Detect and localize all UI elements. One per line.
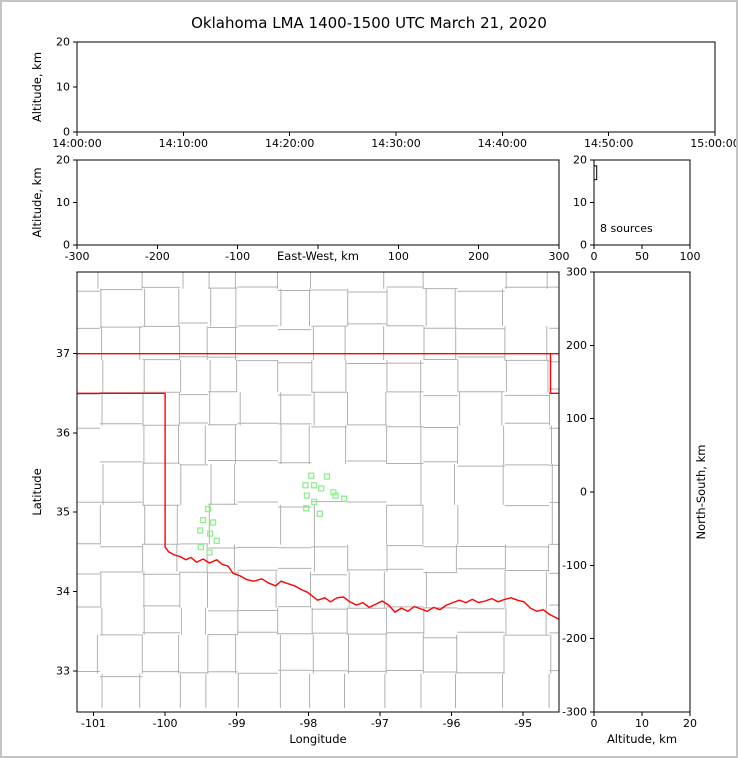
x-tick-label: 10 bbox=[635, 717, 649, 730]
station-marker bbox=[206, 549, 213, 556]
y-tick-label: -200 bbox=[562, 632, 587, 645]
x-axis-label: Longitude bbox=[289, 732, 346, 746]
station-marker bbox=[303, 492, 311, 499]
station-marker bbox=[308, 472, 315, 479]
y-tick-label: 34 bbox=[56, 585, 70, 598]
station-marker bbox=[310, 482, 318, 489]
x-tick-label: -96 bbox=[443, 717, 461, 730]
station-marker bbox=[204, 505, 212, 513]
y-tick-label: 20 bbox=[56, 36, 70, 49]
station-marker bbox=[332, 492, 339, 499]
x-tick-label: 50 bbox=[635, 250, 649, 263]
panel-border bbox=[76, 159, 560, 246]
x-tick-label: 14:40:00 bbox=[478, 137, 527, 150]
panel-alt-histogram: 0 50 100 0 10 20 8 sources bbox=[573, 154, 701, 264]
x-tick-label: 100 bbox=[680, 250, 701, 263]
figure-title: Oklahoma LMA 1400-1500 UTC March 21, 202… bbox=[191, 14, 547, 32]
panel-ew-height: -300 -200 -100 100 200 300 0 10 20 East-West, km A… bbox=[30, 154, 570, 264]
altitude-histogram-line bbox=[594, 165, 598, 181]
panel-plan-view: -101 -100 -99 -98 -97 -96 -95 33 34 35 36 37 Longitu… bbox=[30, 271, 560, 746]
y-tick-label: 36 bbox=[56, 426, 70, 439]
x-tick-label: -100 bbox=[225, 250, 250, 263]
y-tick-label: 0 bbox=[580, 486, 587, 499]
y-axis-label: Altitude, km bbox=[30, 52, 44, 122]
x-tick-label: 20 bbox=[683, 717, 697, 730]
x-tick-label: 0 bbox=[591, 717, 598, 730]
station-marker bbox=[197, 543, 205, 551]
x-tick-label: 300 bbox=[549, 250, 570, 263]
x-tick-label: -99 bbox=[228, 717, 246, 730]
y-tick-label: 33 bbox=[56, 664, 70, 677]
sources-annotation: 8 sources bbox=[600, 222, 653, 235]
x-tick-label: -300 bbox=[65, 250, 90, 263]
y-tick-label: 10 bbox=[56, 196, 70, 209]
x-tick-label: 14:20:00 bbox=[265, 137, 314, 150]
station-marker bbox=[209, 519, 217, 526]
county-boundaries bbox=[77, 272, 559, 708]
x-tick-label: -200 bbox=[145, 250, 170, 263]
y-tick-label: 20 bbox=[56, 154, 70, 167]
y-tick-label: 0 bbox=[63, 239, 70, 252]
y-tick-label: 37 bbox=[56, 347, 70, 360]
y-tick-label: 200 bbox=[566, 339, 587, 352]
station-marker bbox=[318, 485, 325, 492]
x-axis-label: East-West, km bbox=[277, 249, 359, 263]
panel-time-height: 14:00:00 14:10:00 14:20:00 14:30:00 14:40:00… bbox=[30, 36, 738, 151]
y-tick-label: 10 bbox=[573, 196, 587, 209]
y-tick-label: 35 bbox=[56, 506, 70, 519]
y-axis-label: Latitude bbox=[30, 468, 44, 515]
panel-border bbox=[76, 271, 560, 713]
panel-border bbox=[76, 41, 716, 133]
x-tick-label: 200 bbox=[468, 250, 489, 263]
y-tick-label: -300 bbox=[562, 706, 587, 719]
x-tick-label: 15:00:00 bbox=[690, 137, 738, 150]
station-marker bbox=[340, 495, 348, 502]
state-border bbox=[77, 392, 559, 621]
panel-ns-height: 0 10 20 -300 -200 -100 0 100 200 300 Altitude, km N… bbox=[562, 266, 708, 747]
y-tick-label: -100 bbox=[562, 559, 587, 572]
station-marker bbox=[323, 473, 331, 480]
y-tick-label: 0 bbox=[63, 126, 70, 139]
x-tick-label: -97 bbox=[371, 717, 389, 730]
station-marker bbox=[302, 482, 309, 489]
y-tick-label: 300 bbox=[566, 266, 587, 279]
x-tick-label: -101 bbox=[81, 717, 106, 730]
x-tick-label: 14:00:00 bbox=[52, 137, 101, 150]
state-border bbox=[549, 353, 559, 394]
panel-border bbox=[593, 271, 691, 713]
y-tick-label: 0 bbox=[580, 239, 587, 252]
station-marker bbox=[316, 510, 323, 517]
station-marker bbox=[207, 530, 214, 537]
y-tick-label: 10 bbox=[56, 81, 70, 94]
y-axis-label: Altitude, km bbox=[30, 167, 44, 237]
station-marker bbox=[310, 498, 318, 506]
map-layer bbox=[77, 272, 559, 708]
y-tick-label: 20 bbox=[573, 154, 587, 167]
station-marker bbox=[197, 527, 204, 534]
station-marker bbox=[199, 516, 207, 524]
x-tick-label: 100 bbox=[388, 250, 409, 263]
x-tick-label: -98 bbox=[299, 717, 317, 730]
station-marker bbox=[213, 537, 220, 544]
station-marker bbox=[303, 505, 310, 512]
x-axis-label: Altitude, km bbox=[607, 732, 677, 746]
y-axis-label: North-South, km bbox=[694, 445, 708, 540]
x-tick-label: 0 bbox=[591, 250, 598, 263]
x-tick-label: -95 bbox=[514, 717, 532, 730]
x-tick-label: 14:50:00 bbox=[584, 137, 633, 150]
x-tick-label: 14:10:00 bbox=[159, 137, 208, 150]
x-tick-label: -100 bbox=[153, 717, 178, 730]
y-tick-label: 100 bbox=[566, 412, 587, 425]
x-tick-label: 14:30:00 bbox=[371, 137, 420, 150]
